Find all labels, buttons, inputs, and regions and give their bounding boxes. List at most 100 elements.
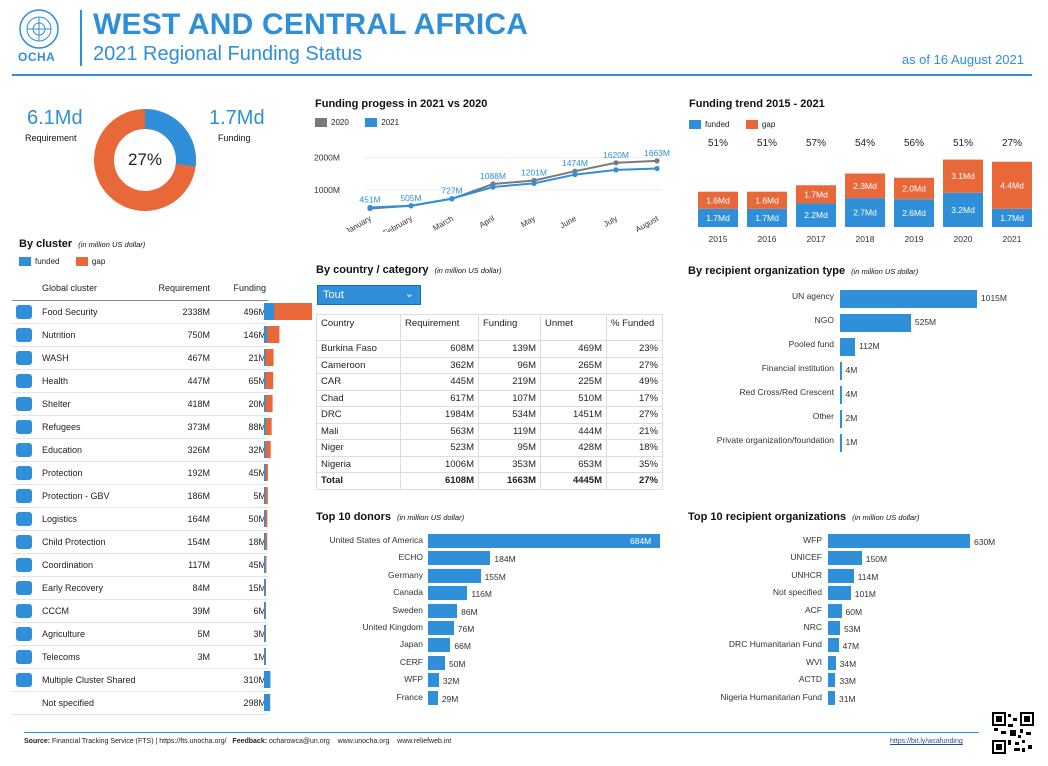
cluster-row[interactable]: Not specified 298M (12, 691, 268, 715)
footer-source[interactable]: Financial Tracking Service (FTS) | https… (52, 738, 227, 745)
qr-code[interactable] (992, 712, 1034, 754)
recipient-type-bar (840, 314, 911, 332)
cluster-icon-cell (12, 576, 40, 600)
cluster-row[interactable]: Telecoms 3M 1M (12, 645, 268, 669)
recipient-value: 47M (842, 641, 860, 652)
recipient-label: WVI (805, 656, 822, 667)
country-value: 362M (400, 356, 479, 374)
footer-feedback[interactable]: ocharowca@un.org (269, 738, 330, 745)
trend-funded-label: 1.7Md (706, 213, 730, 223)
cluster-row[interactable]: Logistics 164M 50M (12, 507, 268, 531)
country-value: 219M (478, 373, 541, 391)
recipients-title: Top 10 recipient organizations (in millio… (688, 511, 919, 523)
recipient-value: 630M (974, 537, 996, 547)
progress-data-label: 727M (441, 186, 462, 196)
page-subtitle: 2021 Regional Funding Status (93, 43, 363, 65)
country-name: Chad (316, 389, 401, 407)
country-dropdown-value: Tout (323, 289, 344, 301)
cluster-icon-cell (12, 530, 40, 554)
recipient-type-value: 4M (845, 365, 858, 375)
recipient-type-value: 4M (845, 389, 858, 399)
cluster-row[interactable]: Education 326M 32M (12, 438, 268, 462)
progress-xtick: March (431, 214, 455, 232)
country-col-header[interactable]: Funding (478, 314, 541, 341)
cluster-row[interactable]: Health 447M 65M (12, 369, 268, 393)
country-col-header[interactable]: Unmet (540, 314, 607, 341)
protection-icon (16, 465, 32, 480)
col-funding[interactable]: Funding (210, 277, 268, 301)
recipient-type-chart: UN agency 1015M NGO 525M Pooled fund 112M Fina… (690, 290, 1040, 470)
country-row[interactable]: Niger 523M 95M 428M 18% (316, 439, 663, 457)
donor-value: 86M (461, 606, 478, 617)
country-row[interactable]: CAR 445M 219M 225M 49% (316, 373, 663, 391)
cluster-row[interactable]: Agriculture 5M 3M (12, 622, 268, 646)
country-col-header[interactable]: % Funded (606, 314, 663, 341)
wash-icon (16, 350, 32, 365)
cluster-row[interactable]: CCCM 39M 6M (12, 599, 268, 623)
progress-point-2021 (367, 204, 373, 211)
trend-gap-bar (698, 191, 738, 209)
cluster-row[interactable]: Multiple Cluster Shared 310M (12, 668, 268, 692)
chevron-down-icon: ⌄ (404, 288, 414, 300)
col-cluster[interactable]: Global cluster (40, 277, 148, 301)
trend-year-label: 2016 (758, 234, 777, 244)
country-row[interactable]: Cameroon 362M 96M 265M 27% (316, 356, 663, 374)
country-row[interactable]: Burkina Faso 608M 139M 469M 23% (316, 340, 663, 358)
trend-funded-label: 1.7Md (1000, 213, 1024, 223)
cluster-funded-bar (264, 303, 275, 320)
cluster-row[interactable]: Shelter 418M 20M (12, 392, 268, 416)
footer-link[interactable]: https://bit.ly/wcafunding (890, 738, 963, 745)
cluster-row[interactable]: Food Security 2338M 496M (12, 300, 268, 324)
country-dropdown[interactable]: Tout ⌄ (317, 285, 421, 305)
cluster-row[interactable]: Early Recovery 84M 15M (12, 576, 268, 600)
cluster-name: Protection (40, 461, 148, 485)
gbv-icon (16, 488, 32, 503)
cluster-name: Not specified (40, 691, 148, 715)
cluster-row[interactable]: Refugees 373M 88M (12, 415, 268, 439)
country-row[interactable]: Mali 563M 119M 444M 21% (316, 422, 663, 440)
recipient-bar (828, 655, 836, 670)
legend-gap-swatch (75, 257, 88, 267)
cluster-row[interactable]: Protection - GBV 186M 5M (12, 484, 268, 508)
footer-feedback-label: Feedback: (232, 738, 268, 745)
trend-funded-bar (992, 208, 1032, 227)
legend-2021-swatch (365, 118, 378, 128)
recipient-type-label: Financial institution (761, 363, 834, 373)
donors-title: Top 10 donors (in million US dollar) (316, 511, 464, 523)
country-col-header[interactable]: Country (316, 314, 401, 341)
cluster-gap-bar (264, 372, 274, 389)
progress-point-2021 (572, 171, 578, 178)
country-value: 27% (606, 406, 663, 424)
cluster-gap-bar (264, 464, 268, 481)
country-row[interactable]: Chad 617M 107M 510M 17% (316, 389, 663, 407)
cluster-funded-bar (264, 648, 266, 665)
cluster-row[interactable]: Protection 192M 45M (12, 461, 268, 485)
recipient-type-label: Pooled fund (788, 339, 834, 349)
cluster-row[interactable]: Child Protection 154M 18M (12, 530, 268, 554)
recipient-label: NRC (803, 622, 822, 632)
cluster-requirement: 750M (148, 323, 210, 347)
trend-legend: funded gap (689, 116, 787, 134)
col-requirement[interactable]: Requirement (148, 277, 210, 301)
country-row[interactable]: Nigeria 1006M 353M 653M 35% (316, 455, 663, 473)
recipient-bar (828, 690, 835, 705)
progress-title: Funding progess in 2021 vs 2020 (315, 98, 488, 110)
cluster-requirement (148, 691, 210, 715)
footer-site-unocha[interactable]: www.unocha.org (337, 738, 390, 745)
cluster-requirement: 117M (148, 553, 210, 577)
country-value: 469M (540, 340, 607, 358)
cluster-icon-cell (12, 461, 40, 485)
country-col-header[interactable]: Requirement (400, 314, 479, 341)
multi-cluster-icon (16, 672, 32, 687)
donor-value: 29M (441, 693, 459, 704)
cluster-row[interactable]: Nutrition 750M 146M (12, 323, 268, 347)
cluster-funded-bar (264, 579, 266, 596)
country-total-cell: 1663M (478, 472, 541, 490)
cluster-note: (in million US dollar) (78, 240, 146, 249)
trend-funded-bar (894, 199, 934, 227)
cluster-row[interactable]: Coordination 117M 45M (12, 553, 268, 577)
country-row[interactable]: DRC 1984M 534M 1451M 27% (316, 406, 663, 424)
footer-site-reliefweb[interactable]: www.reliefweb.int (397, 738, 452, 745)
cluster-requirement: 3M (148, 645, 210, 669)
cluster-row[interactable]: WASH 467M 21M (12, 346, 268, 370)
